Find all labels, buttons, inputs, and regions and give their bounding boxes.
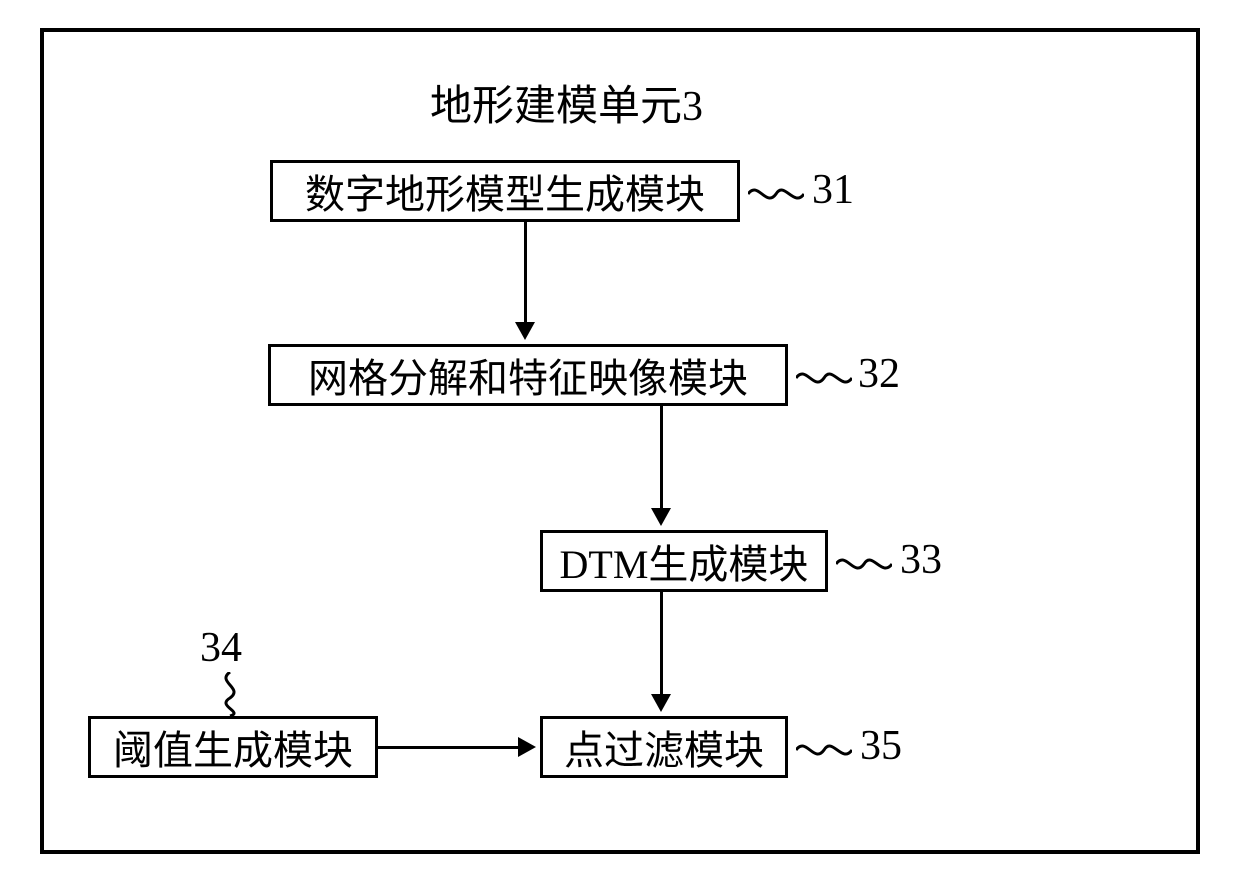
ref-label-33: 33 [900,536,942,584]
arrow-head-right-icon [518,737,536,757]
node-n31: 数字地形模型生成模块 [270,160,740,222]
edge-line [660,592,663,694]
squiggle-connector [748,180,804,224]
node-n35: 点过滤模块 [540,716,788,778]
edge-line [660,406,663,508]
edge-line [524,222,527,322]
node-label: DTM生成模块 [560,532,809,590]
node-n33: DTM生成模块 [540,530,828,592]
arrow-head-down-icon [515,322,535,340]
ref-label-31: 31 [812,166,854,214]
squiggle-connector [796,364,852,408]
node-label: 阈值生成模块 [113,718,353,776]
arrow-head-down-icon [651,508,671,526]
node-n32: 网格分解和特征映像模块 [268,344,788,406]
arrow-head-down-icon [651,694,671,712]
diagram-title: 地形建模单元3 [430,72,703,133]
squiggle-connector [796,736,852,780]
ref-label-34: 34 [200,624,242,672]
ref-label-32: 32 [858,350,900,398]
node-label: 网格分解和特征映像模块 [308,346,748,404]
squiggle-connector [212,672,268,716]
edge-line [378,746,518,749]
node-label: 数字地形模型生成模块 [305,162,705,220]
node-n34: 阈值生成模块 [88,716,378,778]
ref-label-35: 35 [860,722,902,770]
squiggle-connector [836,550,892,594]
node-label: 点过滤模块 [564,718,764,776]
